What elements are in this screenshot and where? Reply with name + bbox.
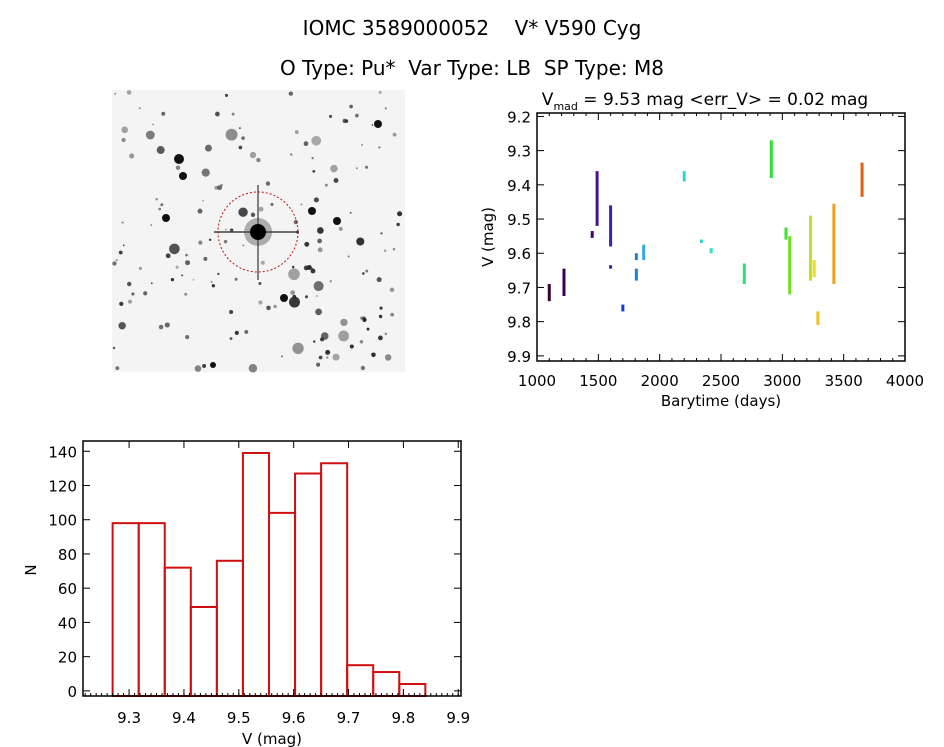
data-points	[832, 203, 836, 285]
data-points	[809, 215, 813, 281]
data-points	[682, 171, 686, 182]
x-axis-label: Barytime (days)	[661, 392, 781, 410]
data-points	[769, 140, 773, 178]
data-points	[742, 263, 746, 285]
y-tick-label: 40	[58, 614, 77, 632]
y-tick-label: 140	[48, 443, 77, 461]
data-points	[812, 260, 816, 278]
y-axis-label: N	[22, 564, 40, 575]
data-points	[609, 265, 613, 269]
data-points	[634, 253, 638, 261]
data-points	[547, 284, 551, 302]
x-tick-label: 4000	[886, 372, 924, 390]
x-tick-label: 9.6	[282, 709, 306, 727]
data-points	[699, 239, 703, 243]
y-tick-label: 9.4	[507, 177, 531, 195]
x-tick-label: 2000	[641, 372, 679, 390]
plot-frame	[82, 440, 462, 697]
y-tick-label: 0	[67, 683, 77, 701]
y-tick-label: 120	[48, 477, 77, 495]
x-tick-label: 9.9	[446, 709, 470, 727]
x-tick-label: 9.4	[172, 709, 196, 727]
data-points	[621, 304, 625, 312]
y-tick-label: 9.5	[507, 211, 531, 229]
data-points	[784, 227, 788, 240]
histogram-bar	[372, 671, 401, 698]
histogram-bar	[163, 566, 192, 697]
x-tick-label: 9.7	[337, 709, 361, 727]
x-tick-label: 1500	[579, 372, 617, 390]
x-tick-label: 9.8	[391, 709, 415, 727]
data-points	[642, 244, 646, 261]
x-tick-label: 1000	[518, 372, 556, 390]
data-points	[590, 231, 594, 238]
histogram-bar	[294, 472, 323, 697]
data-points	[595, 171, 599, 226]
histogram-bar	[189, 606, 218, 697]
y-tick-label: 100	[48, 512, 77, 530]
histogram-bar	[267, 511, 297, 698]
x-tick-label: 9.5	[227, 709, 251, 727]
x-tick-label: 3500	[825, 372, 863, 390]
title-line-1: IOMC 3589000052 V* V590 Cyg	[302, 16, 642, 40]
title-line-2: O Type: Pu* Var Type: LB SP Type: M8	[280, 56, 664, 80]
light-curve-title: Vmad = 9.53 mag <err_V> = 0.02 mag	[542, 90, 868, 113]
y-tick-label: 9.3	[507, 143, 531, 161]
data-points	[609, 205, 613, 247]
histogram-bar	[320, 462, 349, 697]
histogram-bar	[111, 522, 140, 697]
data-points	[788, 236, 792, 295]
x-tick-label: 2500	[702, 372, 740, 390]
data-points	[816, 311, 820, 326]
y-tick-label: 80	[58, 546, 77, 564]
x-tick-label: 9.3	[117, 709, 141, 727]
y-tick-label: 9.2	[507, 108, 531, 126]
histogram-bar	[241, 451, 270, 697]
y-tick-label: 9.6	[507, 245, 531, 263]
data-points	[860, 162, 864, 197]
histogram-bar	[137, 522, 166, 697]
histogram-bar	[215, 559, 244, 697]
y-tick-label: 9.8	[507, 314, 531, 332]
y-tick-label: 9.9	[507, 348, 531, 366]
y-tick-label: 20	[58, 649, 77, 667]
data-points	[634, 268, 638, 281]
data-points	[709, 248, 713, 254]
data-points	[562, 268, 566, 297]
y-tick-label: 9.7	[507, 279, 531, 297]
y-axis-label: V (mag)	[479, 207, 497, 267]
x-axis-label: V (mag)	[242, 730, 302, 747]
histogram-bar	[346, 664, 375, 698]
y-tick-label: 60	[58, 580, 77, 598]
x-tick-label: 3000	[763, 372, 801, 390]
